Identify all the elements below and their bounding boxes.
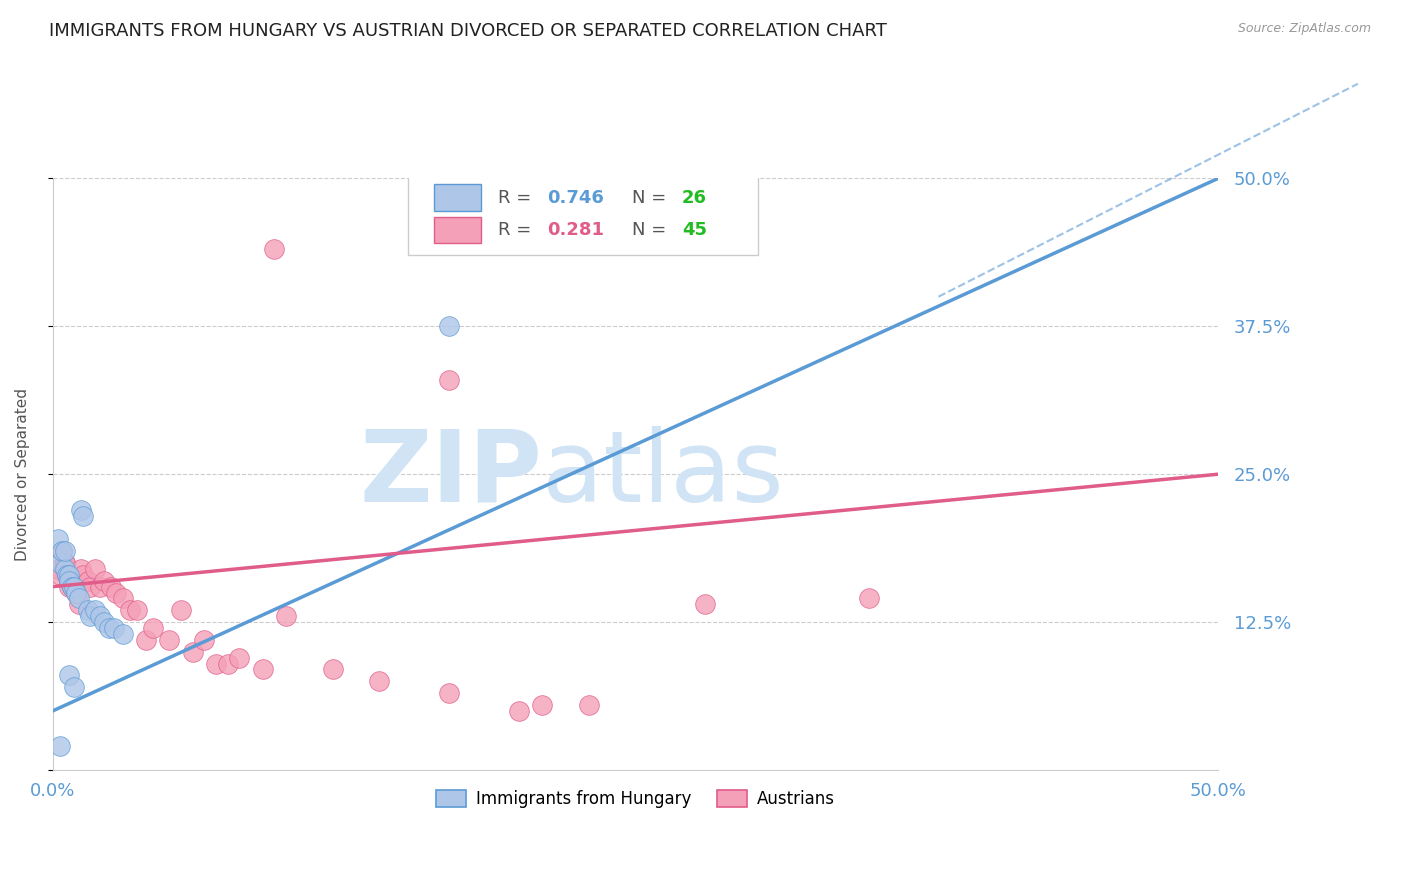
Point <box>49 567 72 582</box>
Text: R =: R = <box>498 221 537 239</box>
FancyBboxPatch shape <box>434 185 481 211</box>
Text: IMMIGRANTS FROM HUNGARY VS AUSTRIAN DIVORCED OR SEPARATED CORRELATION CHART: IMMIGRANTS FROM HUNGARY VS AUSTRIAN DIVO… <box>49 22 887 40</box>
Point <box>252 662 274 676</box>
Text: N =: N = <box>631 188 672 207</box>
Point <box>51 544 73 558</box>
Legend: Immigrants from Hungary, Austrians: Immigrants from Hungary, Austrians <box>430 783 841 815</box>
FancyBboxPatch shape <box>408 172 758 255</box>
Point <box>49 556 72 570</box>
Point <box>217 657 239 671</box>
Point <box>58 567 80 582</box>
Point <box>60 580 83 594</box>
FancyBboxPatch shape <box>434 217 481 244</box>
Point <box>56 567 79 582</box>
Point <box>578 698 600 712</box>
Text: 0.281: 0.281 <box>547 221 605 239</box>
Point <box>58 574 80 588</box>
Point <box>89 609 111 624</box>
Point <box>83 562 105 576</box>
Text: 0.746: 0.746 <box>547 188 603 207</box>
Point <box>159 632 181 647</box>
Point <box>49 739 72 754</box>
Point <box>103 621 125 635</box>
Point <box>104 585 127 599</box>
Point <box>437 686 460 700</box>
Point <box>53 544 76 558</box>
Point <box>53 556 76 570</box>
Point <box>193 632 215 647</box>
Point <box>63 580 86 594</box>
Point <box>437 373 460 387</box>
Point <box>531 698 554 712</box>
Text: atlas: atlas <box>543 425 785 523</box>
Point <box>72 567 94 582</box>
Point <box>65 585 87 599</box>
Point <box>228 650 250 665</box>
Point <box>72 508 94 523</box>
Point <box>263 243 285 257</box>
Point <box>60 580 83 594</box>
Point <box>274 609 297 624</box>
Point <box>142 621 165 635</box>
Point <box>56 567 79 582</box>
Point <box>205 657 228 671</box>
Point <box>118 603 141 617</box>
Point <box>368 674 391 689</box>
Point <box>83 603 105 617</box>
Point <box>58 580 80 594</box>
Point <box>70 502 93 516</box>
Point <box>58 574 80 588</box>
Point <box>76 574 98 588</box>
Point <box>93 615 115 629</box>
Text: ZIP: ZIP <box>360 425 543 523</box>
Point <box>51 544 73 558</box>
Point <box>695 598 717 612</box>
Point <box>858 591 880 606</box>
Point <box>79 580 101 594</box>
Point <box>89 580 111 594</box>
Point <box>76 603 98 617</box>
Point <box>135 632 157 647</box>
Point <box>63 580 86 594</box>
Point <box>79 609 101 624</box>
Text: N =: N = <box>631 221 672 239</box>
Point <box>111 591 134 606</box>
Point <box>70 562 93 576</box>
Point <box>46 533 69 547</box>
Point <box>67 591 90 606</box>
Point <box>53 556 76 570</box>
Point <box>437 319 460 334</box>
Text: R =: R = <box>498 188 537 207</box>
Text: 26: 26 <box>682 188 707 207</box>
Point <box>65 585 87 599</box>
Point <box>46 562 69 576</box>
Point <box>63 680 86 694</box>
Point <box>67 598 90 612</box>
Y-axis label: Divorced or Separated: Divorced or Separated <box>15 388 30 561</box>
Point <box>53 562 76 576</box>
Point <box>58 668 80 682</box>
Text: 45: 45 <box>682 221 707 239</box>
Point <box>125 603 148 617</box>
Text: Source: ZipAtlas.com: Source: ZipAtlas.com <box>1237 22 1371 36</box>
Point <box>93 574 115 588</box>
Point <box>111 627 134 641</box>
Point <box>170 603 193 617</box>
Point <box>181 645 204 659</box>
Point <box>508 704 530 718</box>
Point <box>322 662 344 676</box>
Point <box>97 621 120 635</box>
Point <box>100 580 122 594</box>
